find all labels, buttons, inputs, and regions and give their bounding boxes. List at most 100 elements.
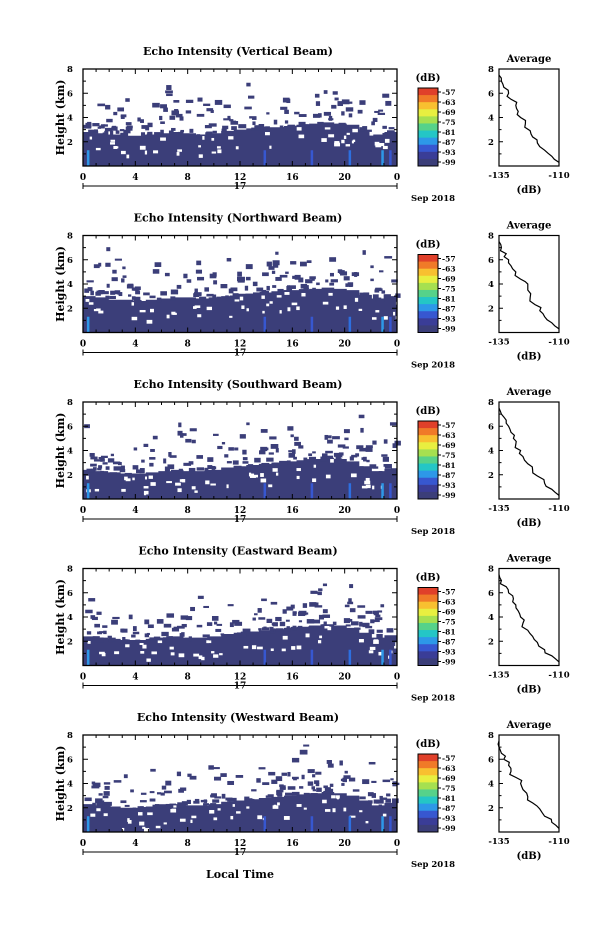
- echo-gap: [346, 132, 350, 135]
- echo-cell: [103, 791, 110, 796]
- echo-cell: [367, 800, 373, 804]
- x-tick-label: 12: [234, 839, 247, 849]
- echo-gap: [372, 485, 375, 490]
- echo-gap: [114, 651, 120, 655]
- echo-cell: [166, 613, 175, 618]
- echo-streak: [310, 649, 314, 666]
- echo-cell: [156, 619, 164, 624]
- echo-cell: [160, 104, 167, 109]
- echo-cell: [149, 295, 156, 299]
- echo-cell: [144, 134, 148, 138]
- echo-gap: [249, 473, 255, 477]
- echo-cell: [149, 791, 155, 794]
- echo-cell: [318, 588, 323, 592]
- colorbar-tick-label: -93: [442, 814, 456, 823]
- echo-gap: [87, 640, 91, 644]
- colorbar-frame: [417, 87, 439, 167]
- echo-cell: [194, 288, 198, 293]
- echo-cell: [287, 771, 291, 777]
- echo-cell: [98, 290, 105, 294]
- echo-cell: [378, 804, 382, 810]
- echo-cell: [320, 456, 328, 462]
- echo-cell: [190, 606, 195, 612]
- echo-cell: [299, 261, 307, 267]
- echo-cell: [288, 287, 293, 291]
- colorbar-tick-label: -75: [442, 451, 456, 460]
- echo-cell: [186, 799, 191, 805]
- colorbar-swatch: [418, 754, 438, 762]
- echo-cell: [92, 123, 100, 127]
- echo-cell: [323, 111, 332, 116]
- echo-cell: [101, 800, 105, 805]
- echo-cell: [324, 787, 331, 792]
- y-tick-label: 6: [67, 89, 73, 99]
- x-tick-label: 16: [286, 340, 299, 350]
- echo-cell: [383, 464, 388, 467]
- echo-gap: [369, 131, 374, 136]
- echo-cell: [388, 127, 395, 130]
- echo-gap: [126, 154, 130, 159]
- echo-cell: [271, 779, 278, 784]
- echo-cell: [317, 121, 324, 125]
- echo-cell: [384, 464, 392, 469]
- colorbar-swatch: [418, 630, 438, 638]
- echo-cell: [254, 125, 261, 131]
- echo-cell: [86, 631, 92, 635]
- echo-cell: [290, 604, 295, 609]
- echo-cell: [354, 627, 361, 630]
- echo-streak: [310, 483, 314, 499]
- echo-cell: [168, 452, 172, 457]
- echo-gap: [264, 132, 270, 136]
- echo-cell: [339, 760, 343, 766]
- echo-cell: [226, 461, 232, 464]
- x-tick-label: 8: [185, 506, 191, 516]
- echo-gap: [95, 147, 101, 151]
- echo-gap: [313, 464, 317, 468]
- echo-gap: [260, 478, 267, 483]
- echo-cell: [294, 436, 299, 441]
- echo-gap: [96, 808, 101, 812]
- echo-cell: [225, 295, 229, 299]
- echo-gap: [190, 819, 193, 824]
- profile-x-tick-label: -135: [488, 338, 509, 348]
- echo-cell: [332, 91, 338, 95]
- colorbar-tick-label: -93: [442, 648, 456, 657]
- echo-cell: [171, 110, 180, 116]
- x-tick-label: 8: [185, 340, 191, 350]
- colorbar-tick-label: -75: [442, 618, 456, 627]
- echo-cell: [122, 636, 126, 640]
- echo-cell: [311, 786, 316, 790]
- x-tick-label: 8: [185, 173, 191, 183]
- echo-cell: [329, 783, 334, 787]
- y-tick-label: 8: [67, 731, 73, 741]
- echo-gap: [198, 655, 203, 660]
- echo-gap: [213, 654, 219, 658]
- echo-cell: [104, 801, 112, 806]
- echo-cell: [128, 294, 132, 297]
- echo-cell: [370, 265, 374, 269]
- echo-cell: [371, 121, 375, 126]
- echo-cell: [115, 130, 120, 134]
- x-tick-label: 16: [286, 839, 299, 849]
- day-label: 17: [234, 182, 247, 192]
- echo-cell: [169, 455, 177, 458]
- echo-streak: [348, 816, 352, 832]
- echo-cell: [269, 626, 274, 632]
- echo-gap: [147, 812, 153, 816]
- echo-cell: [98, 456, 105, 460]
- echo-cell: [109, 472, 118, 475]
- echo-cell: [303, 457, 308, 461]
- colorbar-swatch: [418, 268, 438, 277]
- echo-cell: [171, 627, 180, 632]
- echo-cell: [312, 287, 316, 292]
- colorbar-swatch: [418, 789, 438, 798]
- profile-x-tick-label: -135: [488, 837, 509, 847]
- colorbar-swatch: [418, 311, 438, 319]
- echo-cell: [119, 469, 126, 473]
- echo-cell: [170, 289, 179, 295]
- echo-cell: [343, 276, 350, 281]
- echo-cell: [369, 464, 377, 469]
- echo-cell: [238, 124, 247, 129]
- echo-gap: [142, 826, 146, 829]
- echo-cell: [194, 293, 202, 297]
